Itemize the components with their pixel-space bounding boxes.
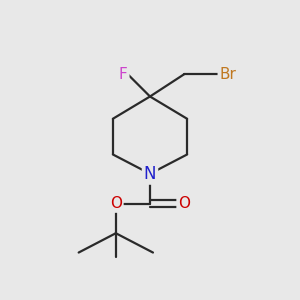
Text: N: N xyxy=(144,165,156,183)
Text: O: O xyxy=(110,196,122,211)
Text: Br: Br xyxy=(220,67,237,82)
Text: F: F xyxy=(119,67,128,82)
Text: O: O xyxy=(178,196,190,211)
